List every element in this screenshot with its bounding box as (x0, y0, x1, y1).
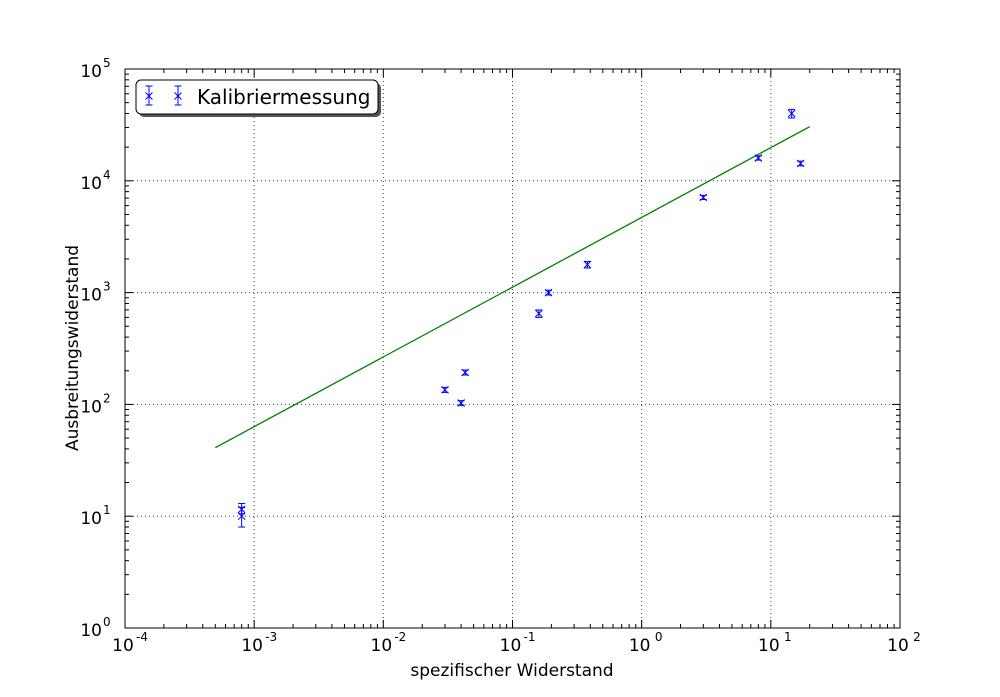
data-point (787, 108, 796, 119)
y-tick-exponent: 3 (103, 280, 111, 294)
y-tick-label: 10 (80, 62, 102, 82)
x-tick-label: 10 (371, 636, 393, 656)
x-tick-exponent: 0 (655, 630, 663, 644)
data-point (174, 85, 182, 106)
x-marker (583, 260, 592, 269)
x-tick-exponent: -1 (524, 630, 536, 644)
x-tick-exponent: -4 (136, 630, 148, 644)
x-tick-exponent: -2 (394, 630, 406, 644)
data-point (457, 399, 465, 407)
axis-ticks (124, 68, 901, 629)
y-tick-label: 10 (80, 509, 102, 529)
x-marker (544, 288, 553, 297)
data-point (699, 193, 708, 202)
x-tick-label: 10 (112, 636, 134, 656)
data-point (441, 385, 449, 394)
y-tick-exponent: 2 (103, 391, 111, 405)
x-tick-labels: 10 -4 10 -3 10 -2 10 -1 10 0 10 1 10 2 (112, 630, 921, 656)
y-axis-label: Ausbreitungswiderstand (63, 245, 83, 451)
data-point (535, 309, 543, 318)
legend-label: Kalibriermessung (197, 85, 370, 109)
x-marker (535, 309, 543, 318)
x-tick-label: 10 (758, 636, 780, 656)
x-tick-exponent: 2 (913, 630, 921, 644)
y-tick-label: 10 (80, 174, 102, 194)
plot-background (125, 69, 900, 628)
y-tick-exponent: 1 (103, 503, 111, 517)
x-marker (699, 193, 708, 202)
legend-box (135, 79, 379, 115)
x-marker (441, 385, 449, 394)
fit-line (214, 126, 811, 449)
x-tick-label: 10 (887, 636, 909, 656)
data-points (237, 108, 805, 528)
data-point (544, 288, 553, 297)
y-tick-label: 10 (80, 286, 102, 306)
data-point (237, 502, 246, 515)
x-tick-exponent: -3 (265, 630, 277, 644)
y-tick-exponent: 0 (103, 615, 111, 629)
data-point (583, 260, 592, 269)
data-point (796, 159, 805, 168)
x-marker (461, 368, 470, 377)
data-point (754, 154, 763, 162)
legend: Kalibriermessung (135, 79, 381, 117)
x-marker (754, 154, 763, 162)
x-tick-exponent: 1 (784, 630, 792, 644)
data-point (461, 368, 470, 377)
fit-line-path (214, 126, 811, 449)
x-marker (237, 505, 246, 514)
x-axis-label: spezifischer Widerstand (410, 661, 613, 681)
x-tick-label: 10 (629, 636, 651, 656)
x-marker (174, 92, 182, 100)
x-marker (787, 109, 796, 118)
y-tick-label: 10 (80, 397, 102, 417)
x-marker (145, 92, 153, 100)
y-tick-label: 10 (80, 621, 102, 641)
x-marker (457, 399, 465, 407)
x-tick-label: 10 (241, 636, 263, 656)
x-tick-label: 10 (500, 636, 522, 656)
legend-marker (145, 85, 182, 106)
data-point (145, 85, 153, 106)
y-tick-exponent: 5 (103, 56, 111, 70)
y-tick-exponent: 4 (103, 168, 111, 182)
x-marker (796, 159, 805, 168)
